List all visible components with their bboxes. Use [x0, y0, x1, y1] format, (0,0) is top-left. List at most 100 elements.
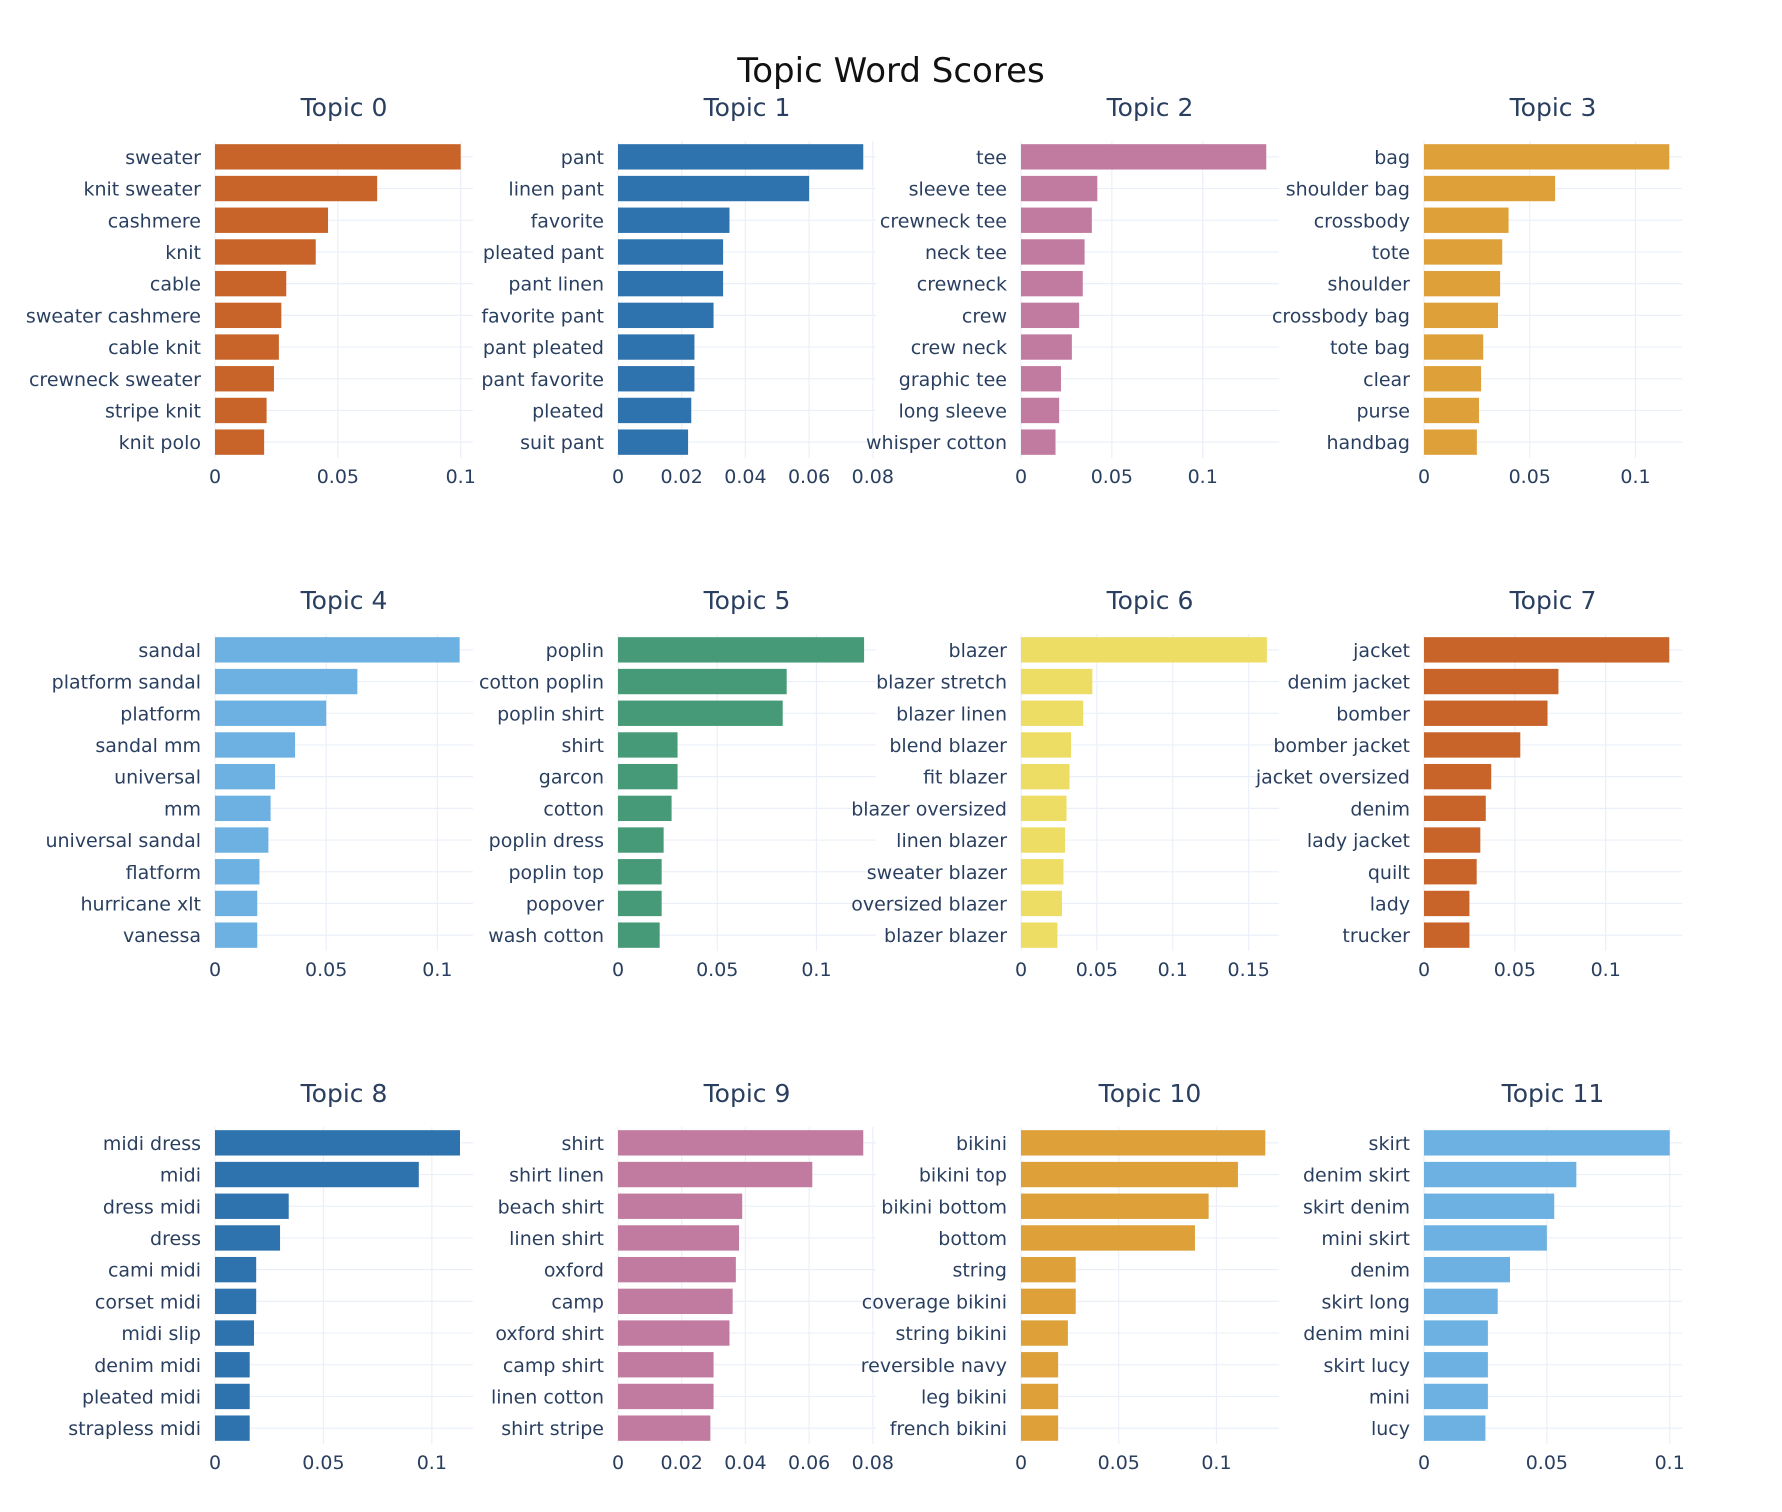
bar[interactable]: [1424, 700, 1548, 726]
bar[interactable]: [215, 144, 461, 170]
bar[interactable]: [1424, 1225, 1547, 1251]
bar[interactable]: [618, 700, 783, 726]
bar[interactable]: [1424, 827, 1481, 853]
bar[interactable]: [618, 668, 787, 695]
bar[interactable]: [1424, 1288, 1498, 1315]
bar[interactable]: [215, 1383, 250, 1410]
bar[interactable]: [1424, 763, 1492, 790]
bar[interactable]: [1021, 890, 1062, 917]
bar[interactable]: [618, 1352, 714, 1378]
bar[interactable]: [1424, 1193, 1555, 1219]
bar[interactable]: [215, 795, 271, 822]
bar[interactable]: [215, 175, 378, 202]
bar[interactable]: [1021, 270, 1083, 297]
bar[interactable]: [1424, 144, 1670, 170]
bar[interactable]: [215, 1225, 281, 1251]
bar[interactable]: [1021, 1288, 1076, 1315]
bar[interactable]: [1021, 1352, 1059, 1378]
bar[interactable]: [1021, 668, 1093, 695]
bar[interactable]: [1424, 1352, 1488, 1378]
bar[interactable]: [618, 890, 662, 917]
bar[interactable]: [215, 239, 316, 265]
bar[interactable]: [1021, 366, 1061, 392]
bar[interactable]: [618, 429, 689, 455]
bar[interactable]: [1021, 859, 1064, 885]
bar[interactable]: [1424, 239, 1503, 265]
bar[interactable]: [618, 732, 678, 758]
bar[interactable]: [1424, 795, 1486, 822]
bar[interactable]: [1424, 1161, 1577, 1188]
bar[interactable]: [1424, 270, 1501, 297]
bar[interactable]: [215, 1256, 257, 1283]
bar[interactable]: [215, 270, 287, 297]
bar[interactable]: [1021, 175, 1098, 202]
bar[interactable]: [215, 732, 296, 758]
bar[interactable]: [215, 668, 358, 695]
bar[interactable]: [1021, 1415, 1059, 1441]
bar[interactable]: [1021, 1225, 1195, 1251]
bar[interactable]: [618, 1383, 714, 1410]
bar[interactable]: [618, 175, 810, 202]
bar[interactable]: [215, 859, 260, 885]
bar[interactable]: [618, 1288, 733, 1315]
bar[interactable]: [1424, 429, 1477, 455]
bar[interactable]: [618, 1415, 711, 1441]
bar[interactable]: [1021, 429, 1056, 455]
bar[interactable]: [215, 366, 274, 392]
bar[interactable]: [618, 366, 695, 392]
bar[interactable]: [215, 397, 267, 424]
bar[interactable]: [1021, 637, 1267, 663]
bar[interactable]: [1021, 1130, 1266, 1156]
bar[interactable]: [618, 1130, 864, 1156]
bar[interactable]: [1424, 1415, 1486, 1441]
bar[interactable]: [618, 207, 730, 233]
bar[interactable]: [215, 763, 276, 790]
bar[interactable]: [618, 827, 664, 853]
bar[interactable]: [618, 1256, 736, 1283]
bar[interactable]: [1021, 239, 1085, 265]
bar[interactable]: [215, 1352, 250, 1378]
bar[interactable]: [618, 859, 662, 885]
bar[interactable]: [1021, 763, 1070, 790]
bar[interactable]: [215, 207, 329, 233]
bar[interactable]: [1021, 1193, 1209, 1219]
bar[interactable]: [1424, 859, 1477, 885]
bar[interactable]: [215, 1415, 250, 1441]
bar[interactable]: [1424, 1320, 1488, 1346]
bar[interactable]: [618, 637, 865, 663]
bar[interactable]: [1424, 175, 1556, 202]
bar[interactable]: [1424, 637, 1670, 663]
bar[interactable]: [1021, 827, 1066, 853]
bar[interactable]: [618, 1225, 740, 1251]
bar[interactable]: [618, 302, 714, 329]
bar[interactable]: [1021, 732, 1072, 758]
bar[interactable]: [1424, 732, 1521, 758]
bar[interactable]: [618, 334, 695, 360]
bar[interactable]: [1021, 1256, 1076, 1283]
bar[interactable]: [1424, 668, 1559, 695]
bar[interactable]: [618, 922, 660, 948]
bar[interactable]: [1424, 1256, 1510, 1283]
bar[interactable]: [215, 890, 258, 917]
bar[interactable]: [1424, 1383, 1488, 1410]
bar[interactable]: [1424, 302, 1499, 329]
bar[interactable]: [215, 429, 265, 455]
bar[interactable]: [618, 763, 678, 790]
bar[interactable]: [215, 1193, 289, 1219]
bar[interactable]: [1021, 1383, 1059, 1410]
bar[interactable]: [215, 302, 282, 329]
bar[interactable]: [215, 1320, 255, 1346]
bar[interactable]: [1021, 397, 1060, 424]
bar[interactable]: [215, 637, 460, 663]
bar[interactable]: [1021, 795, 1067, 822]
bar[interactable]: [1021, 334, 1072, 360]
bar[interactable]: [1021, 922, 1058, 948]
bar[interactable]: [618, 1320, 730, 1346]
bar[interactable]: [1021, 144, 1267, 170]
bar[interactable]: [618, 397, 692, 424]
bar[interactable]: [1424, 207, 1509, 233]
bar[interactable]: [618, 795, 672, 822]
bar[interactable]: [618, 239, 724, 265]
bar[interactable]: [1021, 700, 1084, 726]
bar[interactable]: [1424, 397, 1479, 424]
